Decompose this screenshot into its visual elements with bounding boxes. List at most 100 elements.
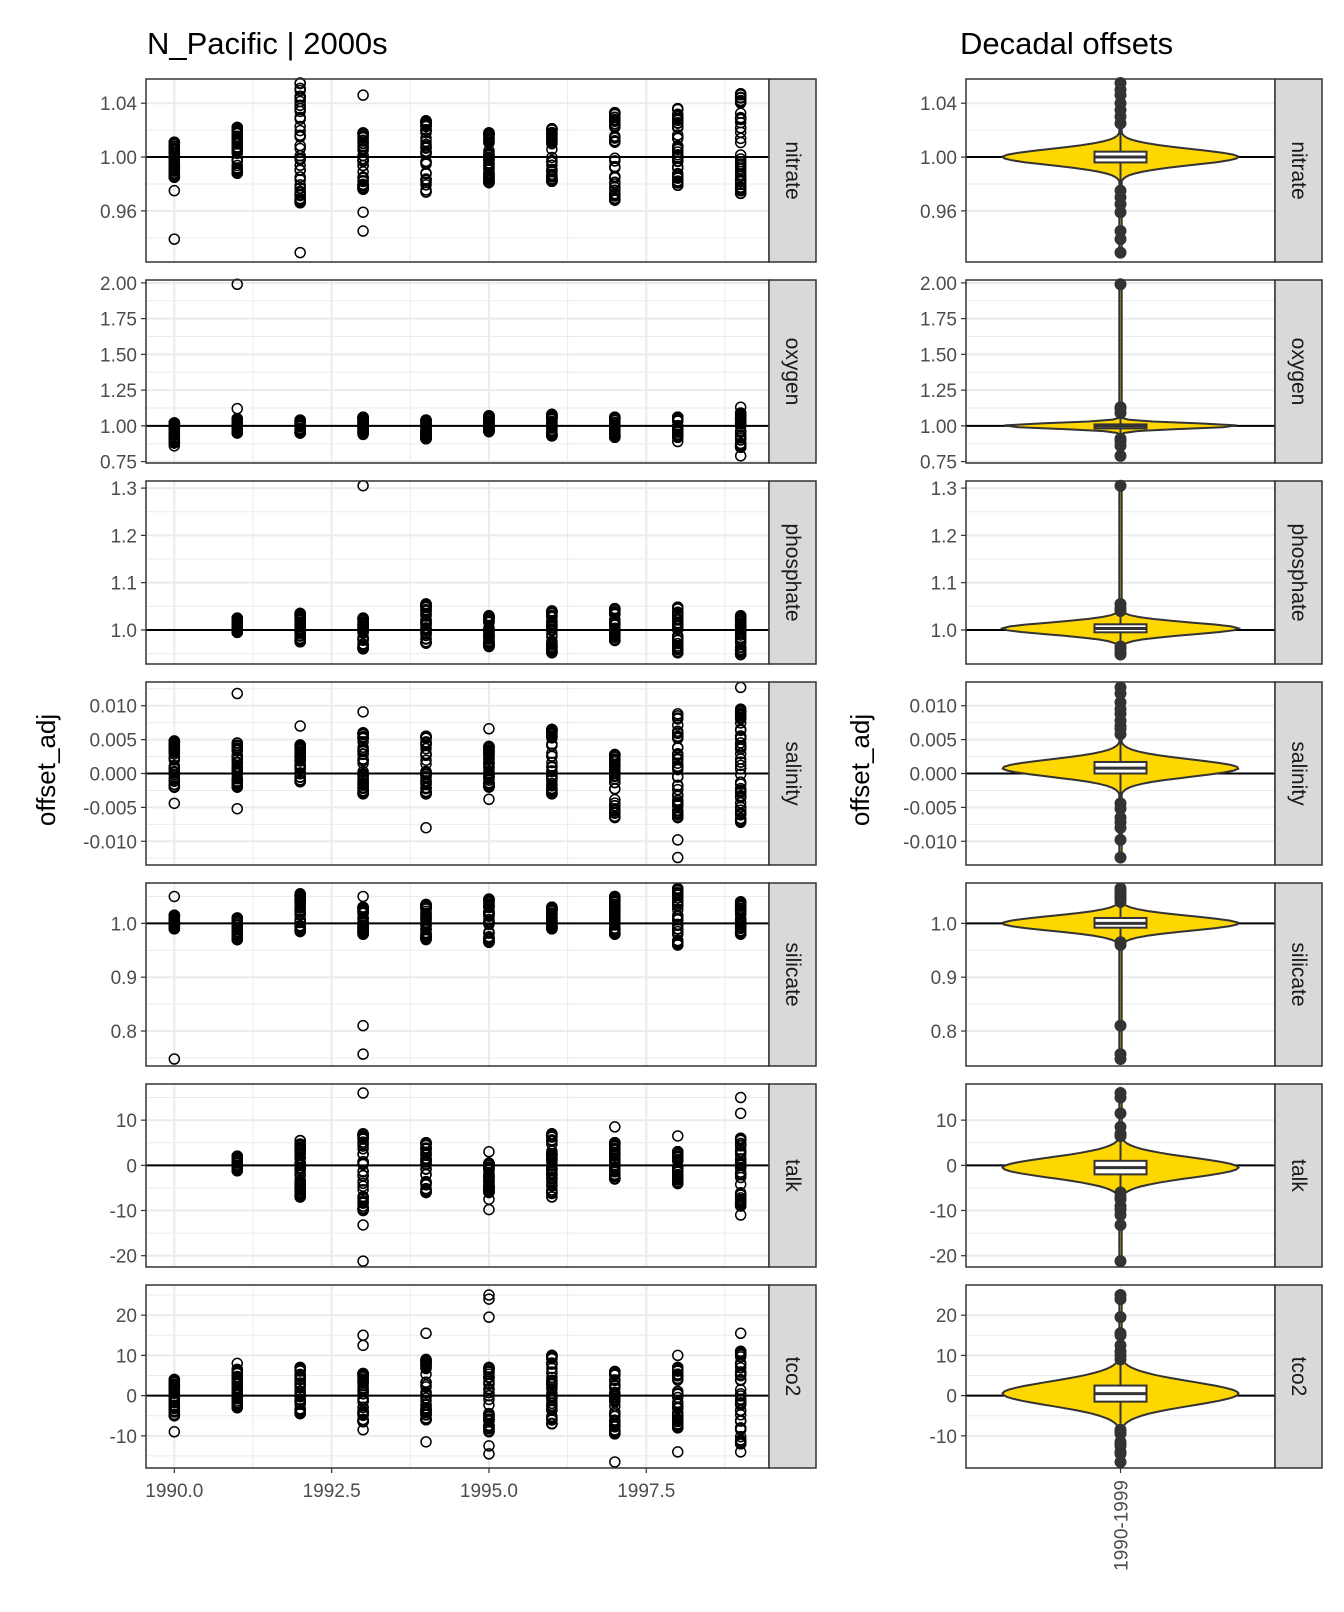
data-point [672,179,684,192]
left-facet-label-salinity: salinity [781,741,804,806]
data-point [672,613,684,626]
data-point [546,788,558,800]
data-point [672,634,684,647]
data-point [672,1161,684,1173]
data-point [672,155,684,167]
right-facet-strip [1274,681,1323,866]
data-point [294,636,306,648]
data-point [357,748,369,761]
data-point [609,1388,621,1401]
data-point [168,1396,181,1409]
box-outlier [1114,401,1127,414]
data-point [294,90,306,103]
data-point [483,1411,495,1423]
data-point [672,132,684,144]
data-point [734,626,747,638]
data-point [420,623,432,635]
data-point [357,901,369,913]
right-facet-label-salinity: salinity [1287,741,1310,806]
data-point [609,134,621,147]
data-point [672,1368,684,1381]
data-point [357,1148,369,1160]
left-panel-talk [146,1084,769,1267]
data-point [609,190,621,202]
right-facet-label-silicate: silicate [1287,942,1310,1006]
data-point [734,407,747,419]
data-point-outlier [483,1293,495,1305]
data-point [168,417,181,429]
data-point [294,925,306,938]
data-point [357,727,369,739]
left-facet-label-silicate: silicate [781,942,804,1006]
data-point-outlier [483,723,495,735]
right-y-tick-label: 1.25 [920,381,957,402]
data-point [609,1365,621,1378]
data-point [294,1142,306,1155]
data-point [734,896,747,908]
data-point [294,418,306,430]
data-point [672,910,684,923]
data-point [609,928,621,940]
data-point [420,766,432,778]
data-point [357,155,369,167]
data-point [734,784,747,797]
data-point [546,1357,558,1369]
data-point [168,748,181,760]
box-outlier [1114,1053,1127,1066]
data-point [420,1155,432,1168]
data-point-outlier [168,440,181,452]
data-point [483,176,495,189]
box-outlier [1114,1107,1127,1120]
data-point [672,741,684,754]
data-point [168,768,181,781]
data-point [609,1421,621,1433]
data-point [294,614,306,627]
data-point [483,781,495,793]
data-point [609,782,621,795]
data-point [609,805,621,817]
data-point-outlier [357,225,369,237]
data-point [546,909,558,921]
data-point [734,1362,747,1374]
data-point [609,811,621,824]
left-y-tick-label: 0.005 [89,731,137,752]
right-y-tick-label: 0.96 [920,202,957,223]
data-point [672,1407,684,1419]
data-point [546,408,558,421]
data-point [231,1150,243,1163]
data-point [483,1157,495,1169]
data-point [357,127,369,139]
data-point [420,933,432,946]
data-point [672,727,684,739]
data-point [294,197,306,209]
data-point [734,91,747,104]
data-point [231,933,243,946]
data-point [420,179,432,191]
data-point [294,129,306,141]
right-y-tick-label: 1.0 [931,914,957,935]
data-point [546,411,558,424]
data-point [546,605,558,617]
data-point [734,816,747,829]
data-point [420,1413,432,1426]
box-outlier [1114,278,1127,291]
data-point-outlier [357,1329,369,1342]
left-facet-strip [768,480,817,665]
data-point [357,782,369,794]
data-point-outlier [357,890,369,903]
data-point [420,1143,432,1155]
box-outlier [1114,1327,1127,1340]
data-point [483,640,495,653]
data-point [672,424,684,436]
data-point-outlier [672,834,684,846]
data-point [609,890,621,903]
data-point [357,428,369,441]
data-point [420,1381,432,1393]
data-point [546,175,558,188]
right-facet-strip [1274,78,1323,263]
data-point [734,1366,747,1378]
data-point [294,189,306,202]
data-point-outlier [483,1440,495,1452]
left-facet-strip [768,882,817,1067]
